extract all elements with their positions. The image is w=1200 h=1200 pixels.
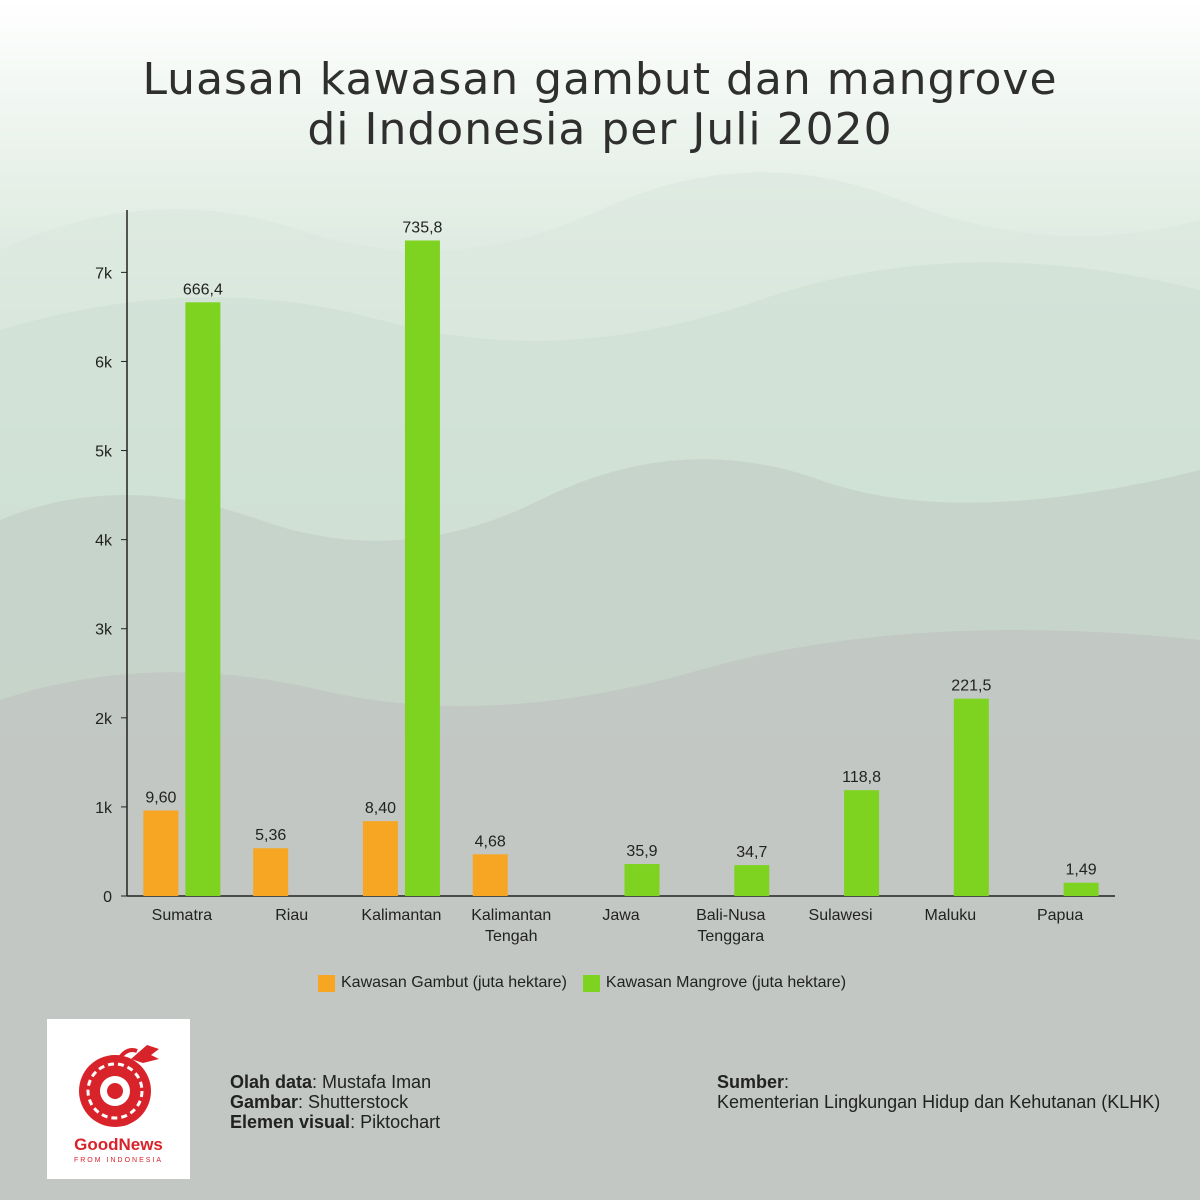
bar-mangrove <box>404 240 440 896</box>
x-tick-label: Kalimantan <box>471 907 551 924</box>
y-tick-label: 3k <box>95 622 113 639</box>
x-tick-label: Riau <box>275 907 308 924</box>
bar-chart: 0 1k 2k 3k 4k 5k 6k 7k 9,60 666,4 Sumatra 5,36 Riau 8… <box>95 210 1115 945</box>
source-heading: Sumber: <box>717 1072 1167 1092</box>
y-tick-label: 1k <box>95 800 113 817</box>
garuda-emblem-icon <box>79 1045 159 1127</box>
x-tick-label: Kalimantan <box>361 907 441 924</box>
x-tick-label: Bali-Nusa <box>696 907 765 924</box>
source-block: Sumber: Kementerian Lingkungan Hidup dan… <box>717 1072 1167 1112</box>
source-label: Sumber <box>717 1072 785 1092</box>
data-label-mangrove: 1,49 <box>1066 862 1097 879</box>
title-line-1: Luasan kawasan gambut dan mangrove <box>142 54 1058 105</box>
data-label-mangrove: 34,7 <box>736 844 767 861</box>
y-tick-label: 2k <box>95 711 113 728</box>
data-label-gambut: 4,68 <box>475 833 506 850</box>
x-tick-label: Sulawesi <box>809 907 873 924</box>
credit-data-label: Olah data <box>230 1072 313 1092</box>
data-label-mangrove: 118,8 <box>842 769 881 786</box>
bar-mangrove <box>185 302 221 896</box>
x-tick-label: Tengah <box>485 928 538 945</box>
x-tick-label: Jawa <box>602 907 639 924</box>
goodnews-logo: GoodNews FROM INDONESIA <box>47 1019 190 1179</box>
logo-name: GoodNews <box>74 1135 163 1154</box>
bar-gambut <box>143 810 179 896</box>
data-label-mangrove: 735,8 <box>402 219 442 236</box>
x-tick-label: Sumatra <box>152 907 213 924</box>
title-line-2: di Indonesia per Juli 2020 <box>307 104 893 155</box>
legend-label-mangrove: Kawasan Mangrove (juta hektare) <box>605 974 847 991</box>
legend-swatch-gambut <box>318 974 335 992</box>
logo-subtitle: FROM INDONESIA <box>73 1157 164 1164</box>
credit-visual-value: : Piktochart <box>350 1112 441 1132</box>
bar-mangrove <box>734 865 770 896</box>
bar-gambut <box>472 854 508 896</box>
credit-image: Gambar: Shutterstock <box>230 1092 440 1112</box>
source-colon: : <box>784 1072 790 1092</box>
x-tick-label: Maluku <box>925 907 977 924</box>
data-label-gambut: 8,40 <box>365 800 396 817</box>
credit-visual: Elemen visual: Piktochart <box>230 1112 440 1132</box>
y-tick-label: 4k <box>95 533 113 550</box>
credit-data: Olah data: Mustafa Iman <box>230 1072 440 1092</box>
legend-item-mangrove: Kawasan Mangrove (juta hektare) <box>582 974 847 992</box>
data-label-mangrove: 35,9 <box>626 843 657 860</box>
bar-gambut <box>362 821 398 896</box>
credit-image-value: : Shutterstock <box>298 1092 409 1112</box>
y-tick-label: 0 <box>103 889 112 906</box>
credits-block: Olah data: Mustafa Iman Gambar: Shutters… <box>230 1072 440 1132</box>
credit-data-value: : Mustafa Iman <box>312 1072 432 1092</box>
y-tick-label: 5k <box>95 444 113 461</box>
bar-mangrove <box>953 698 989 896</box>
chart-legend: Kawasan Gambut (juta hektare) Kawasan Ma… <box>318 974 862 992</box>
bar-mangrove <box>1063 882 1099 896</box>
source-text: Kementerian Lingkungan Hidup dan Kehutan… <box>717 1092 1161 1112</box>
data-label-mangrove: 221,5 <box>951 678 991 695</box>
bar-mangrove <box>624 864 660 896</box>
y-tick-label: 6k <box>95 354 113 371</box>
legend-item-gambut: Kawasan Gambut (juta hektare) <box>318 974 567 992</box>
bar-mangrove <box>844 790 880 896</box>
credit-image-label: Gambar <box>230 1092 299 1112</box>
bar-gambut <box>253 848 289 896</box>
credit-visual-label: Elemen visual <box>230 1112 351 1132</box>
y-tick-label: 7k <box>95 265 113 282</box>
chart-title: Luasan kawasan gambut dan mangrove di In… <box>0 55 1200 155</box>
legend-label-gambut: Kawasan Gambut (juta hektare) <box>341 974 567 991</box>
data-label-mangrove: 666,4 <box>183 281 223 298</box>
legend-swatch-mangrove <box>582 974 600 992</box>
x-tick-label: Papua <box>1037 907 1083 924</box>
data-label-gambut: 9,60 <box>145 789 176 806</box>
data-label-gambut: 5,36 <box>255 827 286 844</box>
x-tick-label: Tenggara <box>697 928 764 945</box>
